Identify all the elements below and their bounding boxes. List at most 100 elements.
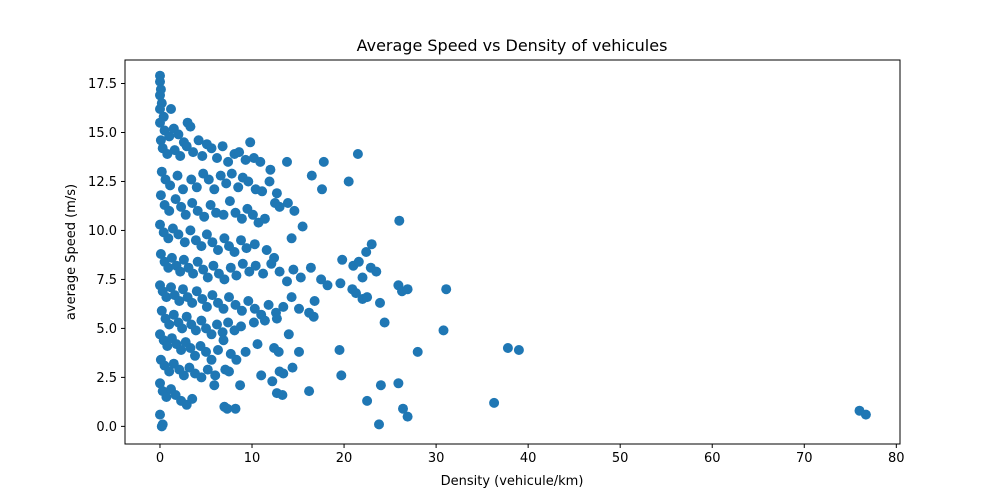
data-point <box>218 335 229 346</box>
data-points <box>155 70 871 432</box>
data-point <box>264 176 275 187</box>
data-point <box>188 147 199 158</box>
data-point <box>178 184 188 195</box>
data-point <box>202 364 213 375</box>
data-point <box>180 209 191 220</box>
x-axis-ticks: 0 10 20 30 40 50 60 70 80 <box>156 444 905 466</box>
data-point <box>223 317 234 328</box>
data-point <box>236 321 246 332</box>
data-point <box>224 292 234 303</box>
data-point <box>374 419 384 430</box>
x-axis-label: Density (vehicule/km) <box>441 474 584 489</box>
data-point <box>274 266 285 277</box>
data-point <box>196 315 207 326</box>
data-point <box>156 166 167 177</box>
data-point <box>283 329 294 340</box>
data-point <box>164 131 175 142</box>
data-point <box>489 397 500 408</box>
data-point <box>226 168 237 179</box>
data-point <box>176 201 187 212</box>
data-point <box>282 276 292 287</box>
data-point <box>179 237 190 248</box>
data-point <box>164 366 175 377</box>
data-point <box>176 345 187 355</box>
data-point <box>187 393 198 404</box>
data-point <box>402 411 413 422</box>
data-point <box>197 151 208 161</box>
data-point <box>265 164 276 175</box>
data-point <box>209 184 220 195</box>
data-point <box>178 254 189 265</box>
data-point <box>250 260 261 271</box>
data-point <box>192 256 203 267</box>
data-point <box>258 268 269 279</box>
data-point <box>318 156 329 167</box>
data-point <box>206 143 217 154</box>
y-tick-label: 12.5 <box>88 175 117 190</box>
data-point <box>261 245 272 255</box>
data-point <box>317 184 327 195</box>
data-point <box>161 292 172 303</box>
y-tick-label: 2.5 <box>96 371 117 386</box>
data-point <box>156 305 167 316</box>
data-point <box>343 176 354 187</box>
data-point <box>309 296 320 306</box>
data-point <box>174 296 185 306</box>
data-point <box>162 149 173 159</box>
data-point <box>352 149 363 159</box>
data-point <box>155 249 166 259</box>
data-point <box>241 243 252 254</box>
y-tick-label: 5.0 <box>96 322 117 337</box>
data-point <box>438 325 449 336</box>
data-point <box>225 262 236 273</box>
data-point <box>393 378 404 389</box>
data-point <box>207 237 218 248</box>
data-point <box>201 346 211 357</box>
data-point <box>185 343 196 353</box>
data-point <box>193 135 204 146</box>
x-tick-label: 60 <box>704 451 721 466</box>
data-point <box>357 272 368 283</box>
data-point <box>308 311 319 322</box>
data-point <box>191 286 202 297</box>
data-point <box>502 343 513 353</box>
data-point <box>371 266 382 277</box>
plot-frame <box>124 59 901 445</box>
data-point <box>155 378 165 389</box>
data-point <box>162 341 173 351</box>
data-point <box>198 264 209 275</box>
x-tick-label: 20 <box>336 451 353 466</box>
data-point <box>219 274 230 285</box>
data-point <box>181 311 192 322</box>
y-tick-label: 15.0 <box>88 126 117 141</box>
data-point <box>192 205 203 216</box>
data-point <box>295 272 306 283</box>
data-point <box>230 207 241 218</box>
data-point <box>210 370 221 381</box>
x-tick-label: 70 <box>796 451 813 466</box>
data-point <box>166 104 176 114</box>
data-point <box>185 121 196 132</box>
y-tick-label: 10.0 <box>88 224 117 239</box>
data-point <box>173 229 184 240</box>
data-point <box>206 329 217 340</box>
data-point <box>379 317 390 328</box>
data-point <box>217 141 228 152</box>
y-tick-label: 17.5 <box>88 77 117 92</box>
data-point <box>222 403 233 414</box>
data-point <box>155 409 165 420</box>
data-point <box>233 182 244 193</box>
data-point <box>230 299 241 310</box>
data-point <box>398 403 408 414</box>
data-point <box>249 239 260 250</box>
data-point <box>289 205 300 216</box>
data-point <box>412 346 423 357</box>
data-point <box>173 129 184 140</box>
data-point <box>256 370 267 381</box>
data-point <box>282 156 292 167</box>
data-point <box>361 247 372 257</box>
data-point <box>375 380 386 391</box>
data-point <box>394 215 405 226</box>
data-point <box>224 366 234 377</box>
